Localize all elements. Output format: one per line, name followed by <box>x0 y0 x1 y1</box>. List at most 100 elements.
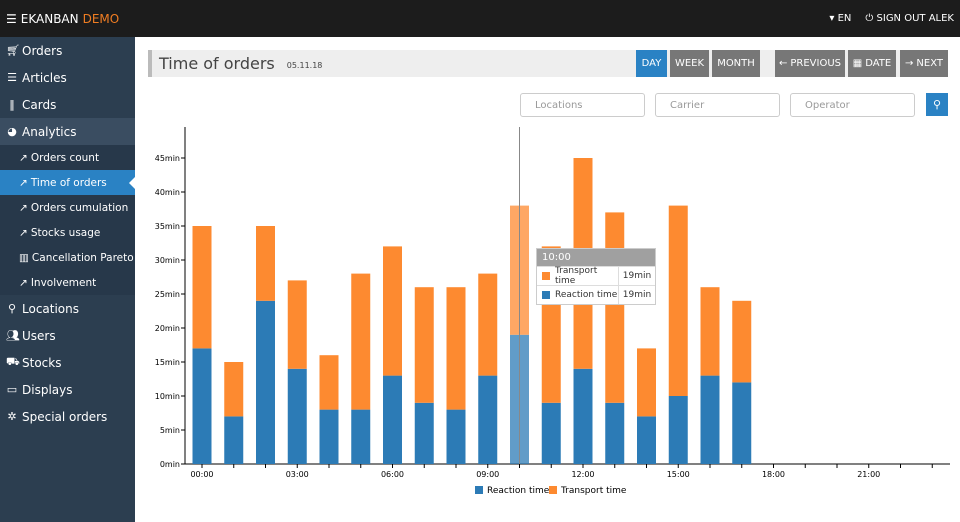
stocks-icon: ⛟ <box>6 355 20 368</box>
bar-transport-time <box>287 280 307 369</box>
search-icon: ⚲ <box>932 98 942 111</box>
bar-transport-time <box>637 348 656 417</box>
bar-transport-time <box>192 226 212 349</box>
bar-reaction-time <box>446 409 466 464</box>
bar-transport-time <box>224 362 244 417</box>
brand[interactable]: ☰ EKANBAN DEMO <box>6 12 119 26</box>
legend-reaction-label: Reaction time <box>487 486 550 496</box>
week-button[interactable]: WEEK <box>670 50 709 77</box>
operator-filter[interactable]: Operator <box>790 93 915 117</box>
bar-reaction-time <box>700 375 720 464</box>
y-tick-label: 5min <box>160 426 180 435</box>
bar-reaction-time <box>414 402 434 464</box>
bar-transport-time <box>383 246 402 376</box>
sidebar-item-users[interactable]: 👥︎ Users <box>0 322 135 349</box>
sidebar-item-locations[interactable]: ⚲ Locations <box>0 295 135 322</box>
bar-reaction-time <box>256 300 275 464</box>
sidebar-sub-stocks-usage[interactable]: ↗ Stocks usage <box>0 220 135 245</box>
line-chart-icon: ↗ <box>19 176 28 189</box>
month-button[interactable]: MONTH <box>712 50 760 77</box>
bar-reaction-time <box>605 402 625 464</box>
y-tick-label: 10min <box>155 392 180 401</box>
label: Displays <box>22 382 73 397</box>
sidebar-item-analytics[interactable]: ◕ Analytics <box>0 118 135 145</box>
bar-transport-time <box>732 300 752 383</box>
sidebar-sub-orders-count[interactable]: ↗ Orders count <box>0 145 135 170</box>
transport-swatch <box>542 272 550 280</box>
label: Orders cumulation <box>30 201 129 214</box>
bar-transport-time <box>319 355 339 410</box>
y-tick-label: 0min <box>160 460 180 469</box>
locations-filter[interactable]: Locations <box>520 93 645 117</box>
sidebar-sub-time-of-orders[interactable]: ↗ Time of orders <box>0 170 135 195</box>
map-marker-icon: ⚲ <box>7 302 17 315</box>
bar-reaction-time <box>192 348 212 464</box>
search-button[interactable]: ⚲ <box>926 93 948 116</box>
bar-chart-icon: ▥ <box>19 251 29 264</box>
sidebar-item-displays[interactable]: ▭ Displays <box>0 376 135 403</box>
pie-chart-icon: ◕ <box>7 125 17 138</box>
desktop-icon: ▭ <box>6 383 18 396</box>
y-tick-label: 40min <box>155 188 180 197</box>
x-tick-label: 18:00 <box>762 470 785 479</box>
sidebar-sub-orders-cumulation[interactable]: ↗ Orders cumulation <box>0 195 135 220</box>
x-tick-label: 09:00 <box>476 470 499 479</box>
tooltip-title: 10:00 <box>537 249 655 266</box>
users-icon: 👥︎ <box>6 329 20 342</box>
bar-transport-time <box>700 287 720 376</box>
calendar-icon: ▦ <box>852 58 863 69</box>
bar-reaction-time <box>732 382 752 464</box>
page-title: Time of orders <box>159 54 275 73</box>
sidebar-item-stocks[interactable]: ⛟ Stocks <box>0 349 135 376</box>
carrier-filter[interactable]: Carrier <box>655 93 780 117</box>
day-button[interactable]: DAY <box>636 50 667 77</box>
bar-transport-time <box>256 226 275 301</box>
signout-label: SIGN OUT ALEK <box>876 13 954 24</box>
arrow-right-icon: → <box>905 58 914 69</box>
y-tick-label: 35min <box>155 222 180 231</box>
tooltip-row: Reaction time 19min <box>537 285 655 304</box>
bar-reaction-time <box>573 368 593 464</box>
legend-transport-swatch <box>549 486 557 494</box>
brand-accent: DEMO <box>82 11 120 26</box>
tooltip-row: Transport time 19min <box>537 266 655 286</box>
bar-reaction-time <box>224 416 244 464</box>
next-button[interactable]: → NEXT <box>900 50 948 77</box>
x-tick-label: 06:00 <box>381 470 404 479</box>
y-tick-label: 30min <box>155 256 180 265</box>
label: Analytics <box>22 124 77 139</box>
signout-link[interactable]: ⏻ SIGN OUT ALEK <box>865 13 954 24</box>
page-date: 05.11.18 <box>286 61 323 70</box>
tooltip-value: 19min <box>622 290 652 300</box>
sidebar-item-articles[interactable]: ☰ Articles <box>0 64 135 91</box>
bar-reaction-time <box>541 402 561 464</box>
tooltip-label: Transport time <box>555 266 619 286</box>
date-button[interactable]: ▦ DATE <box>848 50 896 77</box>
sidebar-sub-involvement[interactable]: ↗ Involvement <box>0 270 135 295</box>
label: Involvement <box>30 276 97 289</box>
label: Stocks <box>22 355 62 370</box>
sidebar-item-special-orders[interactable]: ✲ Special orders <box>0 403 135 430</box>
reaction-swatch <box>542 291 550 299</box>
bar-transport-time <box>414 287 434 403</box>
sidebar-item-orders[interactable]: 🛒︎ Orders <box>0 37 135 64</box>
line-chart-icon: ↗ <box>19 226 28 239</box>
menu-icon[interactable]: ☰ <box>6 11 17 26</box>
x-tick-label: 21:00 <box>857 470 880 479</box>
sidebar-sub-cancellation-pareto[interactable]: ▥ Cancellation Pareto <box>0 245 135 270</box>
language-menu[interactable]: ▾ EN <box>829 13 852 24</box>
tooltip-label: Reaction time <box>555 286 619 304</box>
brand-name: EKANBAN <box>20 11 79 26</box>
label: Orders count <box>30 151 100 164</box>
legend-transport-label: Transport time <box>560 486 627 496</box>
label: Cancellation Pareto <box>31 251 134 264</box>
special-icon: ✲ <box>7 410 17 423</box>
bar-reaction-time <box>383 375 402 464</box>
line-chart-icon: ↗ <box>19 151 28 164</box>
sidebar-item-cards[interactable]: ‖ Cards <box>0 91 135 118</box>
bar-transport-time <box>478 273 498 376</box>
bar-transport-time <box>446 287 466 410</box>
previous-button[interactable]: ← PREVIOUS <box>775 50 845 77</box>
top-bar: ☰ EKANBAN DEMO ▾ EN ⏻ SIGN OUT ALEK <box>0 0 960 37</box>
